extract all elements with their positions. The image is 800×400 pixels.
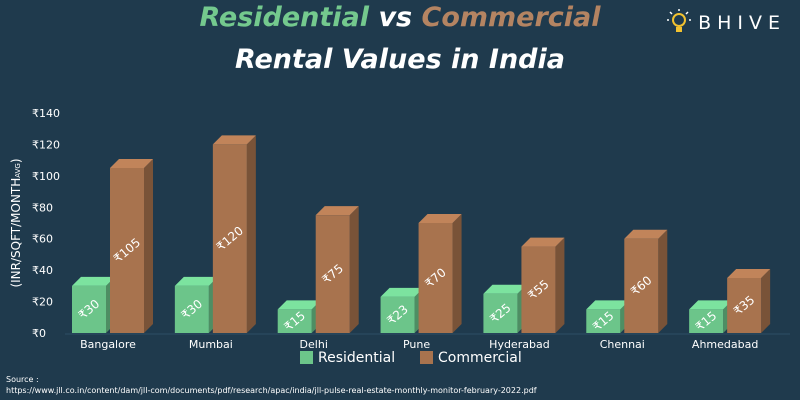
chart-title: Residential vs Commercial	[0, 2, 800, 33]
source-url[interactable]: https://www.jll.co.in/content/dam/jll-co…	[6, 386, 537, 395]
legend-label-residential: Residential	[318, 350, 395, 366]
legend-swatch-residential	[300, 351, 313, 364]
bar-chart: (INR/SQFT/MONTHAVG) ₹0 ₹20 ₹40 ₹60 ₹80 ₹100 ₹12…	[9, 107, 790, 366]
y-tick-label: ₹0	[32, 327, 46, 340]
y-tick-label: ₹20	[32, 296, 53, 309]
x-tick-label: Bangalore	[80, 338, 136, 351]
legend-label-commercial: Commercial	[438, 350, 522, 366]
brand-name: BHIVE	[698, 12, 786, 34]
y-tick-label: ₹140	[32, 107, 60, 120]
y-tick-label: ₹40	[32, 264, 53, 277]
bar-commercial	[727, 278, 762, 333]
bar-side-commercial	[658, 229, 668, 333]
bar-commercial	[110, 168, 144, 333]
y-tick-label: ₹120	[32, 138, 60, 151]
bar-commercial	[624, 238, 659, 333]
legend-swatch-commercial	[420, 351, 433, 364]
title-vs: vs	[378, 2, 413, 33]
bar-residential	[483, 293, 518, 333]
bar-commercial	[315, 215, 350, 333]
x-tick-label: Delhi	[300, 338, 328, 351]
bar-top-residential	[586, 300, 630, 310]
x-tick-label: Hyderabad	[489, 338, 550, 351]
x-tick-label: Pune	[403, 338, 430, 351]
bar-commercial	[212, 144, 247, 333]
bar-side-commercial	[761, 269, 771, 333]
bar-top-residential	[174, 276, 218, 286]
bar-top-commercial	[418, 214, 462, 223]
x-tick-label: Mumbai	[189, 338, 233, 351]
bar-top-commercial	[110, 159, 153, 168]
bar-top-commercial	[315, 206, 359, 216]
y-tick-label: ₹80	[32, 201, 53, 214]
y-axis-label: (INR/SQFT/MONTHAVG)	[9, 158, 23, 287]
chart-subtitle: Rental Values in India	[235, 44, 565, 75]
bar-side-commercial	[452, 214, 462, 333]
y-tick-label: ₹60	[32, 233, 53, 246]
source-label: Source :	[6, 375, 39, 384]
x-tick-label: Ahmedabad	[692, 338, 758, 351]
bar-top-residential	[72, 276, 115, 286]
bar-top-residential	[380, 287, 424, 297]
bar-top-residential	[277, 300, 321, 310]
bar-top-commercial	[624, 229, 668, 239]
title-residential: Residential	[199, 2, 370, 33]
bar-side-commercial	[349, 206, 359, 333]
bar-residential	[380, 296, 415, 333]
bar-residential	[174, 285, 209, 333]
bar-commercial	[521, 246, 556, 333]
bar-top-residential	[689, 300, 733, 310]
bar-top-commercial	[521, 237, 565, 247]
bar-residential	[586, 309, 621, 333]
title-commercial: Commercial	[421, 2, 601, 33]
lightbulb-icon	[667, 9, 692, 32]
bar-side-commercial	[246, 135, 256, 333]
brand-logo: BHIVE	[666, 8, 786, 38]
bar-commercial	[418, 223, 453, 333]
y-tick-label: ₹100	[32, 170, 60, 183]
bar-top-commercial	[212, 135, 256, 145]
x-tick-label: Chennai	[600, 338, 645, 351]
bar-residential	[72, 285, 106, 333]
bar-residential	[277, 309, 312, 333]
bar-side-commercial	[555, 237, 565, 333]
bar-top-residential	[483, 284, 527, 294]
bar-side-commercial	[144, 159, 153, 333]
bar-residential	[689, 309, 724, 333]
bar-top-commercial	[727, 269, 771, 278]
